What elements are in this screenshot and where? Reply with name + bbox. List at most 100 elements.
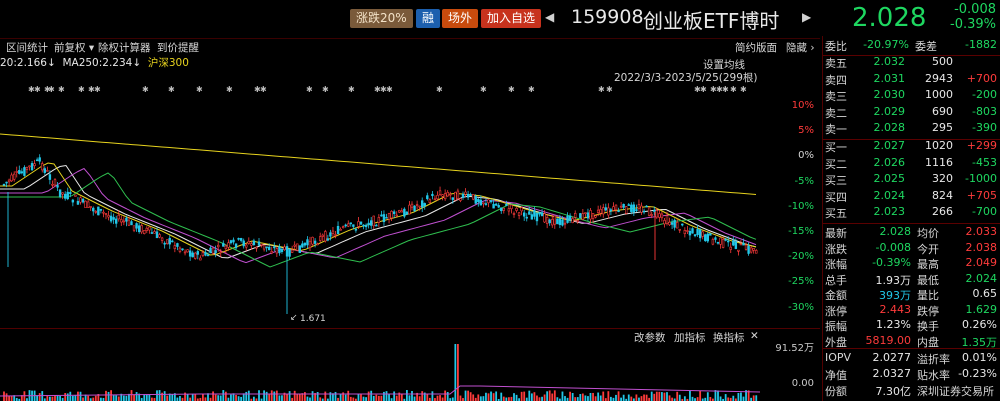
volume-bar — [281, 395, 283, 401]
volume-bar — [648, 397, 651, 401]
volume-bar — [250, 398, 253, 401]
prev-stock-icon[interactable]: ◀ — [545, 10, 555, 24]
order-book-row[interactable]: 卖四 2.031 2943 +700 — [823, 72, 1000, 89]
candle-body — [145, 227, 148, 231]
simple-layout-button[interactable]: 简约版面 — [735, 42, 777, 54]
stat-row: 外盘 5819.00 内盘 1.35万 — [823, 334, 1000, 351]
add-indicator-button[interactable]: 加指标 — [674, 332, 706, 344]
stat-value: 2.049 — [965, 256, 998, 269]
candle-body — [331, 230, 335, 235]
candle-body — [507, 208, 511, 212]
candle-body — [375, 224, 378, 227]
volume-bar — [416, 392, 418, 401]
volume-bar — [528, 390, 531, 401]
margin-button[interactable]: 融 — [416, 9, 441, 28]
stat-value: 1.23% — [876, 318, 911, 331]
info-value: 2.0327 — [872, 367, 912, 380]
volume-bar — [207, 393, 209, 401]
volume-bar — [676, 391, 679, 401]
low-price-label: 1.671 — [300, 314, 326, 324]
candle-body — [201, 252, 205, 256]
chart-toolbar: 区间统计 前复权 ▾ 除权计算器 到价提醒 简约版面 隐藏 › — [0, 38, 820, 55]
forward-adjust-dropdown[interactable]: 前复权 ▾ — [54, 40, 94, 55]
otc-button[interactable]: 场外 — [442, 9, 479, 28]
ma-legend: 20:2.166↓ MA250:2.234↓ 沪深300 — [0, 55, 189, 70]
next-stock-icon[interactable]: ▶ — [802, 10, 812, 24]
candle-body — [359, 221, 363, 225]
close-icon[interactable]: ✕ — [750, 330, 759, 342]
volume-bar — [319, 397, 322, 401]
order-book-row[interactable]: 买三 2.025 320 -1000 — [823, 172, 1000, 189]
candle-body — [35, 159, 39, 162]
candle-body — [352, 224, 355, 227]
volume-bar — [10, 395, 13, 401]
candle-body — [245, 244, 248, 248]
candle-body — [273, 246, 276, 249]
candle-body — [683, 230, 687, 234]
stat-label: 均价 — [917, 227, 939, 240]
level-label: 卖二 — [825, 106, 847, 120]
candle-body — [163, 242, 166, 245]
volume-bar — [553, 390, 556, 401]
order-book-row[interactable]: 买五 2.023 266 -700 — [823, 205, 1000, 222]
ma-settings-button[interactable]: 设置均线 — [703, 59, 745, 71]
info-value: 2.0277 — [872, 351, 912, 364]
volume-bar — [474, 397, 477, 401]
volume-bar — [597, 392, 600, 401]
volume-bar — [59, 396, 61, 401]
hide-button[interactable]: 隐藏 › — [786, 40, 815, 55]
level-price: 2.029 — [873, 104, 906, 118]
order-book-row[interactable]: 卖二 2.029 690 -803 — [823, 105, 1000, 122]
volume-bar — [199, 397, 202, 401]
kline-chart[interactable]: ✱ ✱ ✱✱ ✱ ✱ ✱ ✱ ✱ ✱ ✱ ✱ ✱ ✱ ✱ ✱ ✱ ✱ ✱ ✱ ✱ ✱ ✱ ✱ ✱ ✱ ✱ ✱ ✱ ✱ ✱ ✱ ✱ ↙ 1.67… — [0, 82, 820, 328]
candle-body — [150, 232, 154, 234]
candle-body — [183, 251, 187, 254]
volume-bar — [706, 392, 709, 401]
candle-body — [15, 171, 18, 173]
candle-body — [469, 194, 472, 196]
order-book-row[interactable]: 卖五 2.032 500 — [823, 55, 1000, 72]
candle-body — [137, 225, 141, 233]
volume-bar — [449, 398, 452, 401]
stat-value: 1.629 — [965, 302, 998, 316]
limit-20pct-button[interactable]: 涨跌20% — [350, 9, 413, 28]
candle-body — [660, 213, 664, 219]
candle-body — [290, 249, 294, 253]
committee-diff-label: 委差 — [915, 40, 937, 53]
order-book-row[interactable]: 卖一 2.028 295 -390 — [823, 121, 1000, 138]
volume-bar — [439, 395, 441, 401]
candle-body — [571, 218, 574, 224]
order-book-row[interactable]: 买四 2.024 824 +705 — [823, 189, 1000, 206]
candle-body — [596, 209, 600, 213]
hs300-toggle[interactable]: 沪深300 — [147, 57, 189, 69]
volume-bar — [161, 392, 163, 401]
stat-row: 涨停 2.443 跌停 1.629 — [823, 303, 1000, 320]
volume-bar — [69, 391, 72, 401]
add-watchlist-button[interactable]: 加入自选 — [481, 9, 542, 28]
range-stats-button[interactable]: 区间统计 — [6, 42, 48, 54]
candle-body — [217, 244, 220, 248]
volume-bar — [286, 393, 288, 401]
order-book-row[interactable]: 卖三 2.030 1000 -200 — [823, 88, 1000, 105]
edit-params-button[interactable]: 改参数 — [634, 332, 666, 344]
volume-bar — [451, 397, 454, 401]
order-book-row[interactable]: 买一 2.027 1020 +299 — [823, 139, 1000, 156]
candle-body — [334, 234, 337, 236]
candle-body — [191, 252, 194, 258]
candle-body — [188, 250, 192, 257]
volume-bar — [428, 397, 431, 401]
volume-bar — [380, 395, 383, 401]
price-alert-button[interactable]: 到价提醒 — [157, 42, 199, 54]
volume-bar — [306, 396, 309, 401]
volume-bar — [464, 390, 467, 401]
volume-bar — [742, 396, 745, 401]
volume-bar — [362, 396, 365, 401]
volume-bar — [273, 391, 276, 401]
switch-indicator-button[interactable]: 换指标 — [713, 332, 745, 344]
candle-body — [390, 210, 393, 219]
ex-rights-calculator-button[interactable]: 除权计算器 — [98, 42, 151, 54]
level-change: -700 — [972, 205, 997, 219]
candle-body — [173, 245, 177, 249]
candle-body — [482, 202, 485, 205]
order-book-row[interactable]: 买二 2.026 1116 -453 — [823, 156, 1000, 173]
